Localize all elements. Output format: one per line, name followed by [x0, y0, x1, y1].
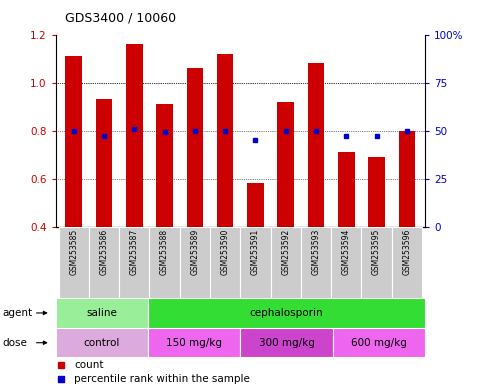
- Text: dose: dose: [2, 338, 28, 348]
- Text: GDS3400 / 10060: GDS3400 / 10060: [65, 12, 176, 25]
- Bar: [180, 227, 210, 298]
- Text: GSM253593: GSM253593: [312, 229, 321, 275]
- Bar: [126, 44, 142, 227]
- Text: GSM253595: GSM253595: [372, 229, 381, 275]
- Bar: [210, 227, 241, 298]
- Text: GSM253596: GSM253596: [402, 229, 412, 275]
- Bar: [301, 227, 331, 298]
- Bar: [241, 328, 333, 357]
- Bar: [338, 152, 355, 227]
- Text: GSM253585: GSM253585: [69, 229, 78, 275]
- Bar: [58, 227, 89, 298]
- Bar: [148, 328, 241, 357]
- Bar: [308, 63, 325, 227]
- Bar: [368, 157, 385, 227]
- Bar: [148, 298, 425, 328]
- Text: GSM253591: GSM253591: [251, 229, 260, 275]
- Text: GSM253590: GSM253590: [221, 229, 229, 275]
- Text: GSM253594: GSM253594: [342, 229, 351, 275]
- Text: agent: agent: [2, 308, 32, 318]
- Bar: [217, 54, 233, 227]
- Bar: [392, 227, 422, 298]
- Bar: [96, 99, 113, 227]
- Bar: [149, 227, 180, 298]
- Text: GSM253587: GSM253587: [130, 229, 139, 275]
- Bar: [333, 328, 425, 357]
- Text: 300 mg/kg: 300 mg/kg: [258, 338, 314, 348]
- Bar: [270, 227, 301, 298]
- Text: saline: saline: [86, 308, 117, 318]
- Bar: [398, 131, 415, 227]
- Bar: [241, 227, 270, 298]
- Text: GSM253588: GSM253588: [160, 229, 169, 275]
- Bar: [361, 227, 392, 298]
- Text: GSM253592: GSM253592: [281, 229, 290, 275]
- Bar: [331, 227, 361, 298]
- Bar: [89, 227, 119, 298]
- Text: GSM253589: GSM253589: [190, 229, 199, 275]
- Text: GSM253586: GSM253586: [99, 229, 109, 275]
- Bar: [119, 227, 149, 298]
- Bar: [56, 298, 148, 328]
- Text: 600 mg/kg: 600 mg/kg: [351, 338, 407, 348]
- Text: cephalosporin: cephalosporin: [250, 308, 323, 318]
- Bar: [186, 68, 203, 227]
- Bar: [56, 328, 148, 357]
- Text: 150 mg/kg: 150 mg/kg: [166, 338, 222, 348]
- Text: count: count: [74, 360, 103, 370]
- Bar: [156, 104, 173, 227]
- Text: percentile rank within the sample: percentile rank within the sample: [74, 374, 250, 384]
- Text: control: control: [84, 338, 120, 348]
- Bar: [277, 102, 294, 227]
- Bar: [247, 184, 264, 227]
- Bar: [65, 56, 82, 227]
